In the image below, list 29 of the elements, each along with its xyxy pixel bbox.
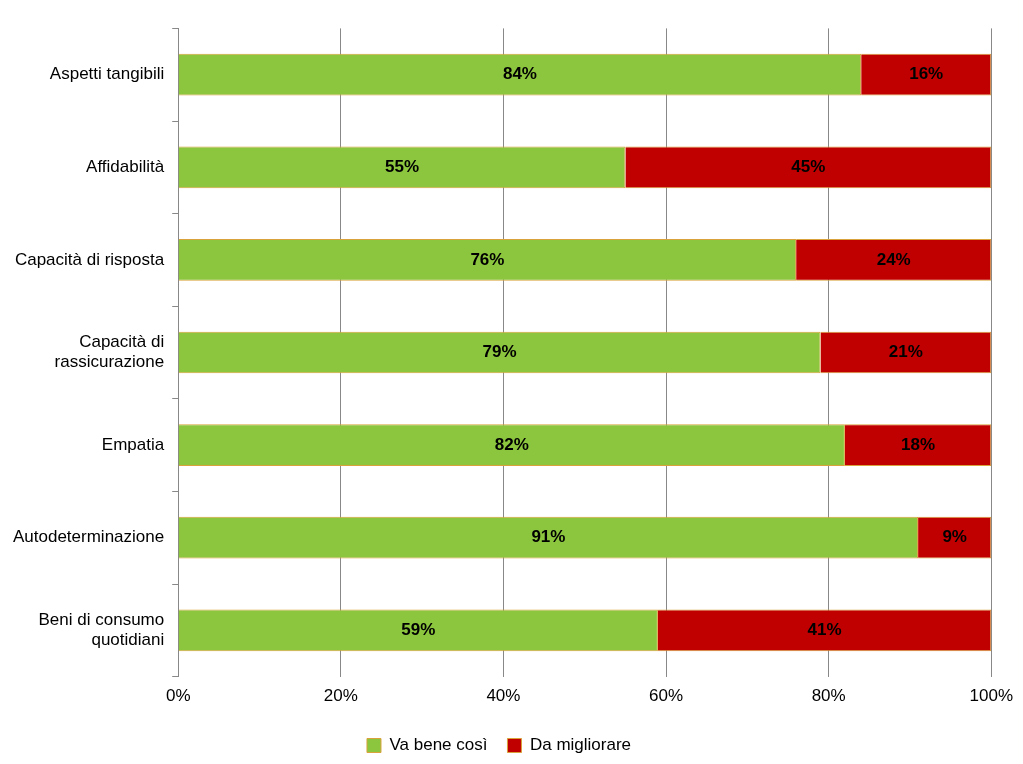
data-label: 21% bbox=[888, 342, 923, 362]
y-tick-label: Capacità di risposta bbox=[14, 249, 165, 269]
y-tick-label: Affidabilità bbox=[86, 156, 165, 176]
data-label: 16% bbox=[909, 64, 944, 84]
data-label: 24% bbox=[876, 249, 911, 269]
x-tick-label: 80% bbox=[811, 686, 846, 706]
data-label: 76% bbox=[470, 249, 505, 269]
data-label: 84% bbox=[502, 64, 537, 84]
legend-label: Da migliorare bbox=[529, 735, 632, 755]
data-label: 59% bbox=[401, 619, 436, 639]
y-tick-label: Beni di consumo quotidiani bbox=[38, 609, 165, 650]
y-tick-label: Aspetti tangibili bbox=[49, 64, 165, 84]
data-label: 91% bbox=[531, 527, 566, 547]
legend-label: Va bene così bbox=[389, 735, 488, 755]
data-label: 9% bbox=[942, 527, 967, 547]
data-label: 79% bbox=[482, 342, 517, 362]
y-tick-label: Capacità di rassicurazione bbox=[54, 331, 165, 372]
x-tick-label: 100% bbox=[969, 686, 1013, 706]
y-tick-label: Empatia bbox=[101, 434, 165, 454]
data-label: 55% bbox=[385, 156, 420, 176]
data-label: 45% bbox=[791, 156, 826, 176]
x-tick-label: 40% bbox=[486, 686, 521, 706]
data-label: 82% bbox=[494, 434, 529, 454]
y-tick-label: Autodeterminazione bbox=[12, 527, 165, 547]
x-tick-label: 20% bbox=[323, 686, 358, 706]
data-label: 18% bbox=[901, 434, 936, 454]
data-label: 41% bbox=[807, 619, 842, 639]
x-tick-label: 60% bbox=[649, 686, 684, 706]
x-tick-label: 0% bbox=[165, 686, 191, 706]
